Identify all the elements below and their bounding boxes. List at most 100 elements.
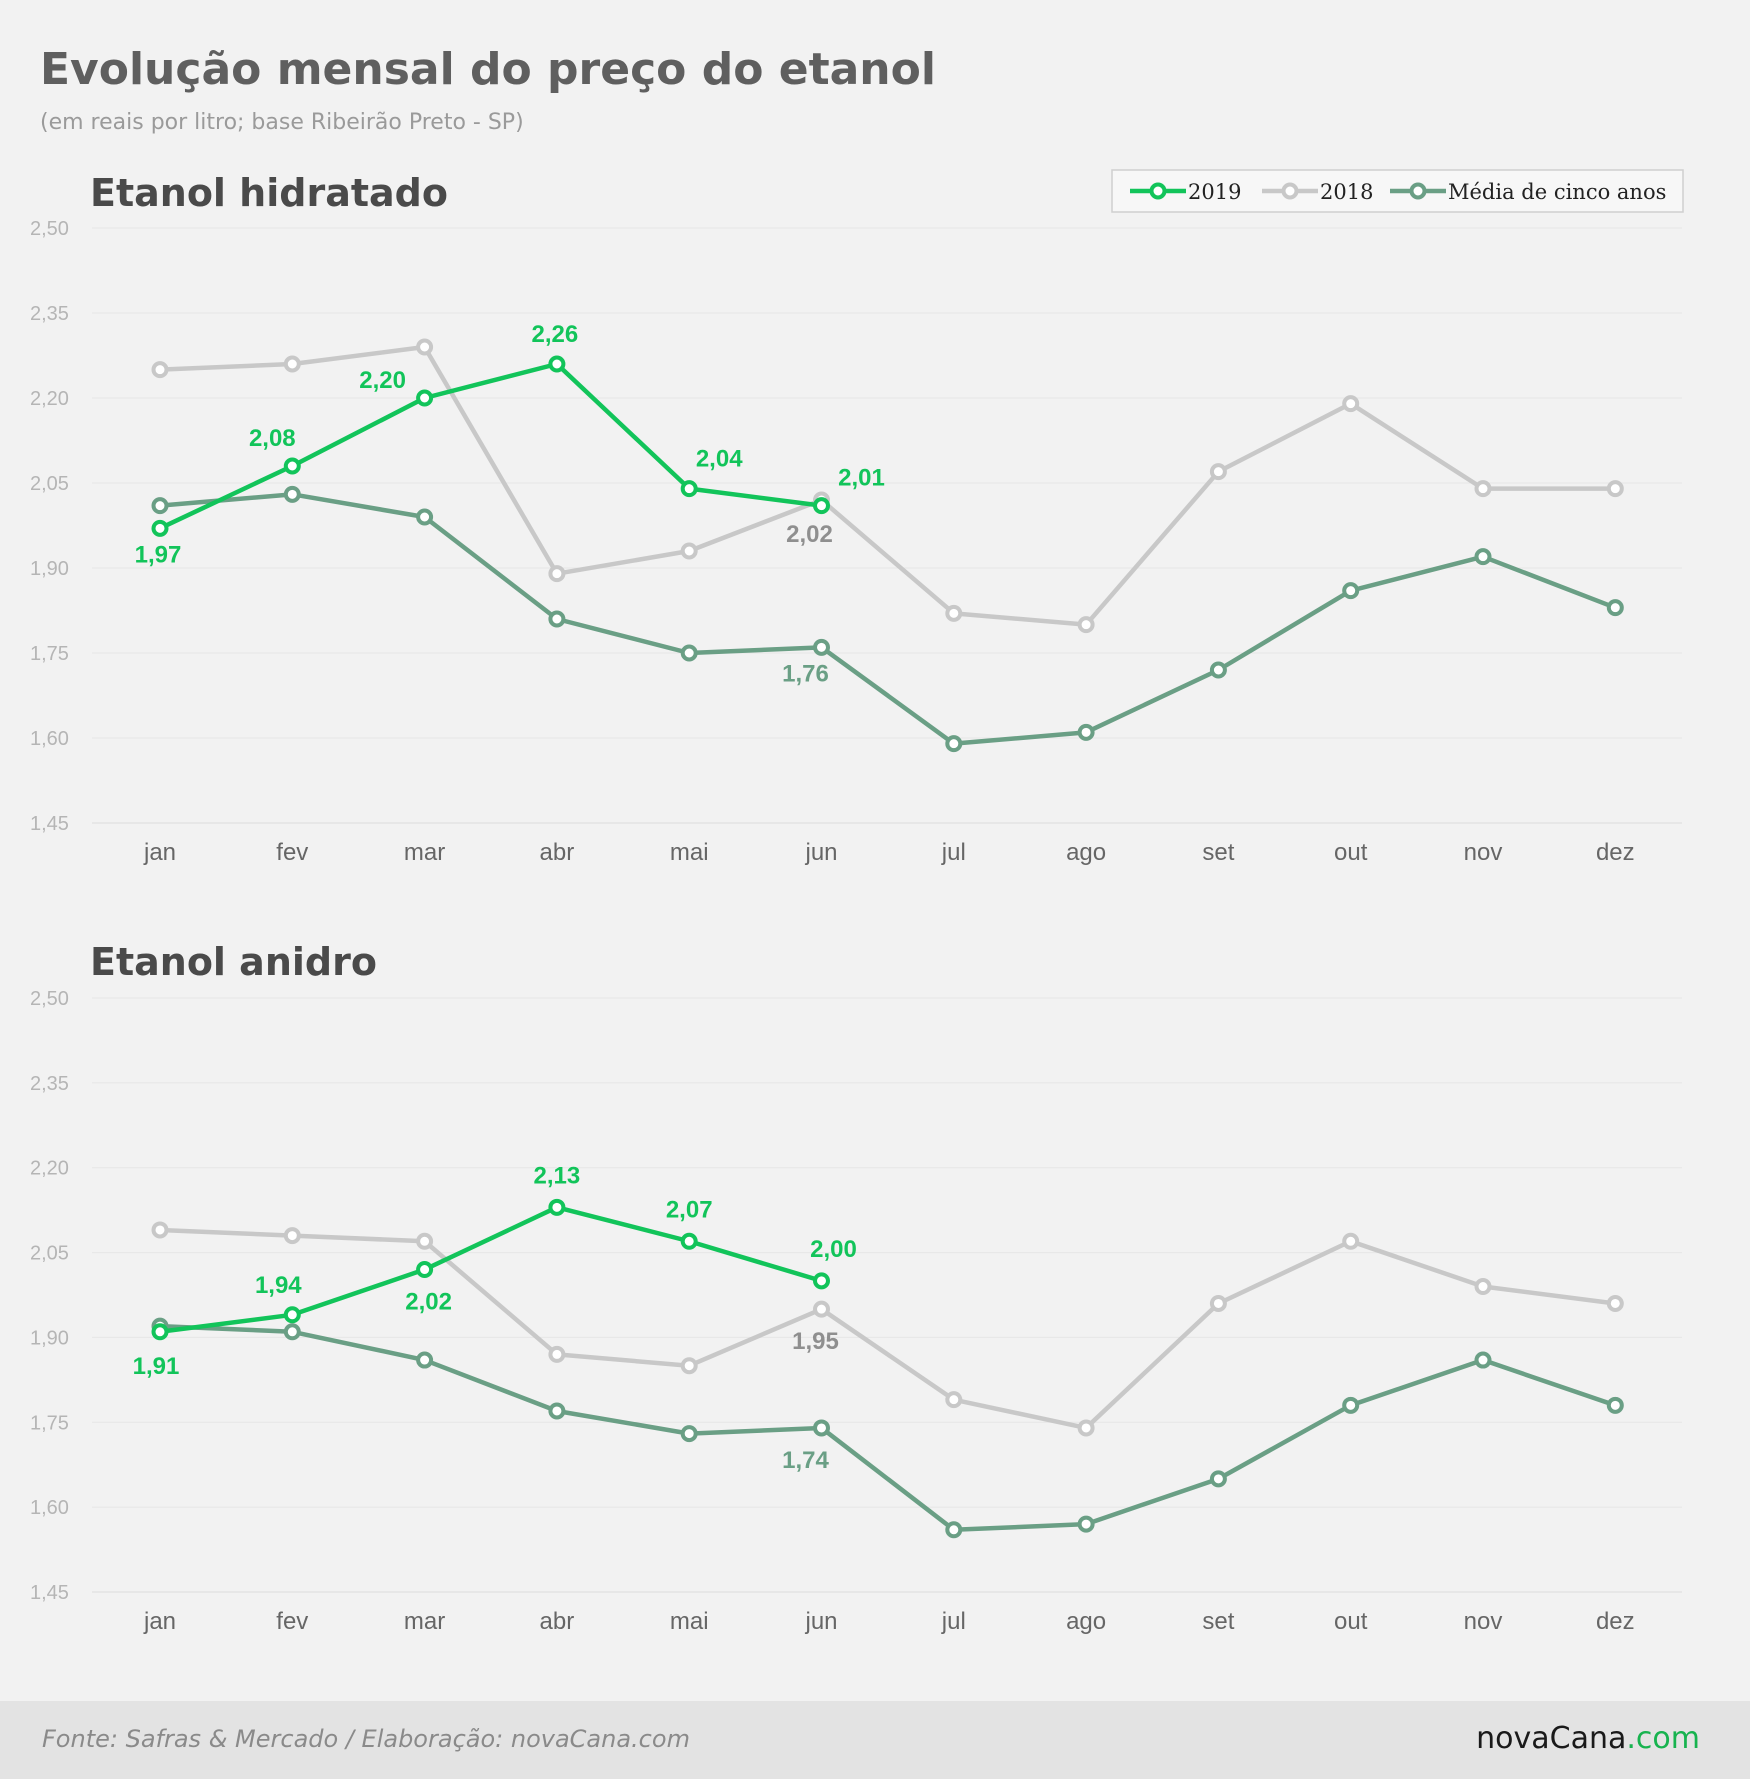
data-label-media: 1,74	[782, 1447, 829, 1474]
data-label-2019: 2,08	[249, 425, 296, 452]
legend-label-media: Média de cinco anos	[1448, 180, 1666, 204]
point-2018	[283, 355, 301, 373]
y-tick-label: 2,50	[30, 218, 69, 240]
legend-marker-2019	[1149, 182, 1167, 200]
legend-marker-2018	[1281, 182, 1299, 200]
point-2019	[416, 1261, 434, 1279]
point-2018	[680, 542, 698, 560]
data-label-2019: 2,01	[838, 465, 885, 492]
point-media	[813, 1419, 830, 1437]
x-tick-label: abr	[540, 839, 575, 866]
data-label-2019: 1,94	[255, 1272, 302, 1299]
y-tick-label: 1,45	[30, 1582, 69, 1604]
point-media	[945, 735, 963, 753]
x-tick-label: ago	[1066, 839, 1106, 866]
x-tick-label: out	[1334, 839, 1368, 866]
point-2019	[283, 1306, 301, 1324]
point-2018	[945, 604, 963, 622]
point-media	[416, 508, 434, 526]
x-tick-label: set	[1202, 1608, 1234, 1635]
x-tick-label: nov	[1464, 839, 1503, 866]
point-2019	[680, 1232, 698, 1250]
point-2018	[416, 1232, 434, 1250]
point-media	[1209, 661, 1227, 679]
x-tick-label: jan	[143, 839, 176, 866]
point-media	[548, 610, 566, 628]
page-title: Evolução mensal do preço do etanol	[40, 44, 936, 95]
y-tick-label: 1,75	[30, 1412, 69, 1434]
point-media	[1474, 548, 1492, 566]
point-2018	[1606, 1294, 1624, 1312]
y-tick-label: 1,90	[30, 1327, 69, 1349]
y-tick-label: 2,35	[30, 1073, 69, 1095]
novacana-logo: novaCana.com	[1476, 1721, 1700, 1756]
data-label-2019: 2,02	[405, 1289, 452, 1316]
legend-marker-media	[1409, 182, 1427, 200]
point-media	[1342, 582, 1360, 600]
x-tick-label: jul	[941, 1608, 966, 1635]
data-label-2019: 2,04	[696, 446, 743, 473]
point-2018	[1077, 1419, 1095, 1437]
point-media	[151, 497, 169, 515]
chart-title: Etanol hidratado	[90, 171, 448, 215]
point-media	[813, 638, 830, 656]
point-media	[1077, 1515, 1095, 1533]
point-2018	[1342, 1232, 1360, 1250]
point-2019	[283, 457, 301, 475]
point-media	[416, 1351, 434, 1369]
y-tick-label: 1,45	[30, 813, 69, 835]
y-tick-label: 2,05	[30, 1243, 69, 1265]
point-2018	[1209, 1294, 1227, 1312]
point-2018	[680, 1357, 698, 1375]
point-2018	[1474, 1278, 1492, 1296]
source-note: Fonte: Safras & Mercado / Elaboração: no…	[42, 1725, 690, 1753]
logo-suffix: .com	[1626, 1721, 1700, 1756]
data-label-2019: 1,91	[133, 1353, 180, 1380]
point-media	[1606, 1396, 1624, 1414]
x-tick-label: fev	[276, 1608, 308, 1635]
x-tick-label: abr	[540, 1608, 575, 1635]
point-media	[283, 1323, 301, 1341]
point-2018	[1077, 616, 1095, 634]
point-media	[1606, 599, 1624, 617]
data-label-2019: 2,00	[810, 1236, 857, 1263]
data-label-2018: 2,02	[786, 521, 833, 548]
logo-text: novaCana	[1476, 1721, 1627, 1756]
point-media	[283, 485, 301, 503]
point-2019	[680, 480, 698, 498]
x-tick-label: dez	[1596, 1608, 1635, 1635]
point-2018	[1342, 395, 1360, 413]
x-tick-label: jun	[804, 839, 837, 866]
data-label-2019: 2,20	[359, 367, 406, 394]
point-2018	[1209, 463, 1227, 481]
footer: Fonte: Safras & Mercado / Elaboração: no…	[0, 1701, 1750, 1779]
legend-label-2018: 2018	[1320, 180, 1373, 204]
charts-canvas: Etanol hidratado 2,50 2,35 2,20 2,05 1,90 1,75…	[30, 169, 1684, 1635]
data-label-2019: 2,13	[534, 1162, 581, 1189]
data-label-2019: 2,26	[532, 321, 579, 348]
y-tick-label: 2,20	[30, 388, 69, 410]
data-label-2019: 2,07	[666, 1196, 713, 1223]
point-2019	[813, 1272, 830, 1290]
point-media	[945, 1521, 963, 1539]
point-2018	[945, 1391, 963, 1409]
y-tick-label: 1,75	[30, 643, 69, 665]
data-label-2018: 1,95	[792, 1328, 839, 1355]
y-tick-label: 1,60	[30, 728, 69, 750]
point-2018	[548, 565, 566, 583]
y-tick-label: 2,05	[30, 473, 69, 495]
x-tick-label: mar	[404, 839, 445, 866]
y-tick-label: 2,50	[30, 988, 69, 1010]
x-tick-label: mar	[404, 1608, 445, 1635]
point-2018	[1606, 480, 1624, 498]
point-2018	[813, 1300, 830, 1318]
page-subtitle: (em reais por litro; base Ribeirão Preto…	[40, 110, 524, 135]
series-line-2018	[159, 1227, 1616, 1431]
x-tick-label: out	[1334, 1608, 1368, 1635]
x-tick-label: set	[1202, 839, 1234, 866]
x-tick-label: fev	[276, 839, 308, 866]
series-line-media	[159, 492, 1617, 746]
point-media	[1077, 723, 1095, 741]
point-2019	[151, 1323, 169, 1341]
y-tick-label: 1,90	[30, 558, 69, 580]
